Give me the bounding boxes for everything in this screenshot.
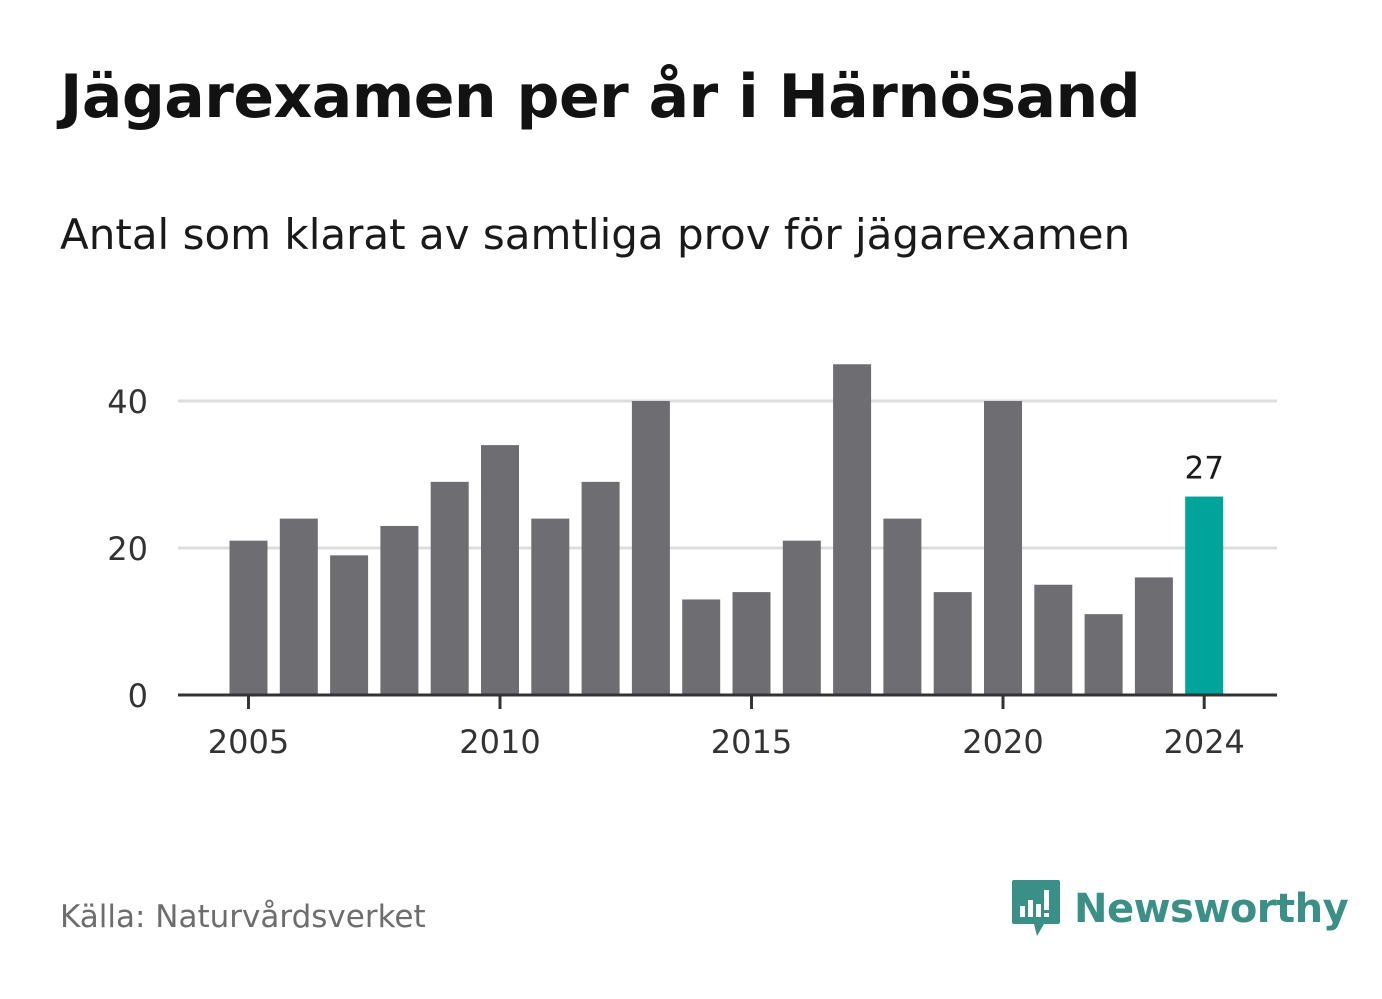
brand-name: Newsworthy: [1074, 886, 1349, 932]
bar: [1034, 584, 1073, 695]
bar: [782, 540, 821, 695]
newsworthy-logo-icon: [1012, 880, 1060, 936]
bar: [279, 518, 318, 695]
x-tick-label: 2015: [711, 723, 792, 761]
bar: [933, 592, 972, 695]
x-tick-label: 2005: [208, 723, 289, 761]
data-label: 27: [1184, 451, 1223, 487]
bar: [883, 518, 922, 695]
bar-highlight: [1185, 496, 1224, 695]
bar: [631, 401, 670, 695]
bar: [430, 481, 469, 695]
bar: [833, 364, 872, 695]
bar: [1134, 577, 1173, 695]
bar: [581, 481, 620, 695]
y-tick-label: 40: [107, 383, 148, 421]
bar: [984, 401, 1022, 695]
x-tick-label: 2024: [1163, 723, 1244, 761]
bar: [682, 599, 721, 695]
chart-title: Jägarexamen per år i Härnösand: [60, 62, 1141, 132]
chart-subtitle: Antal som klarat av samtliga prov för jä…: [60, 210, 1131, 259]
bar: [531, 518, 570, 695]
bar: [330, 555, 369, 695]
source-note: Källa: Naturvårdsverket: [60, 899, 426, 935]
bar: [380, 525, 419, 695]
y-tick-label: 20: [107, 530, 148, 568]
bar: [732, 592, 771, 695]
x-tick-label: 2010: [459, 723, 540, 761]
bar: [229, 540, 268, 695]
x-tick-label: 2020: [962, 723, 1043, 761]
bar: [481, 445, 519, 695]
y-tick-label: 0: [128, 677, 148, 715]
brand-logo: Newsworthy: [1010, 878, 1349, 940]
bar: [1084, 614, 1123, 695]
